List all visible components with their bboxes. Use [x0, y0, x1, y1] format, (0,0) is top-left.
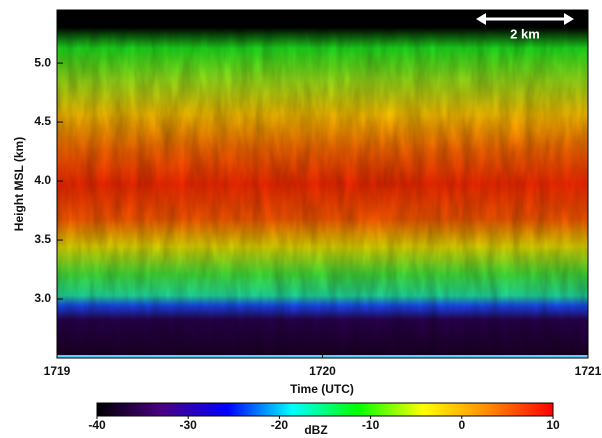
y-tick-label: 4.5: [34, 114, 51, 128]
y-tick-label: 3.5: [34, 232, 51, 246]
colorbar-tick-label: 10: [546, 418, 560, 432]
x-tick-label: 1721: [575, 364, 602, 378]
y-tick-label: 5.0: [34, 55, 51, 69]
colorbar-tick-label: -40: [88, 418, 106, 432]
y-tick-label: 4.0: [34, 173, 51, 187]
scale-bar: 2 km: [476, 13, 574, 41]
colorbar-tick-label: -30: [180, 418, 198, 432]
x-axis-label: Time (UTC): [290, 382, 354, 396]
colorbar: [96, 402, 554, 417]
colorbar-label: dBZ: [304, 423, 327, 437]
radar-field: [57, 10, 588, 358]
colorbar-tick-label: -20: [271, 418, 289, 432]
colorbar-tick-label: -10: [362, 418, 380, 432]
y-axis-label: Height MSL (km): [12, 137, 26, 231]
colorbar-tick-label: 0: [458, 418, 465, 432]
scale-label: 2 km: [510, 26, 540, 41]
x-tick-label: 1719: [44, 364, 71, 378]
x-tick-label: 1720: [309, 364, 336, 378]
y-tick-label: 3.0: [34, 291, 51, 305]
